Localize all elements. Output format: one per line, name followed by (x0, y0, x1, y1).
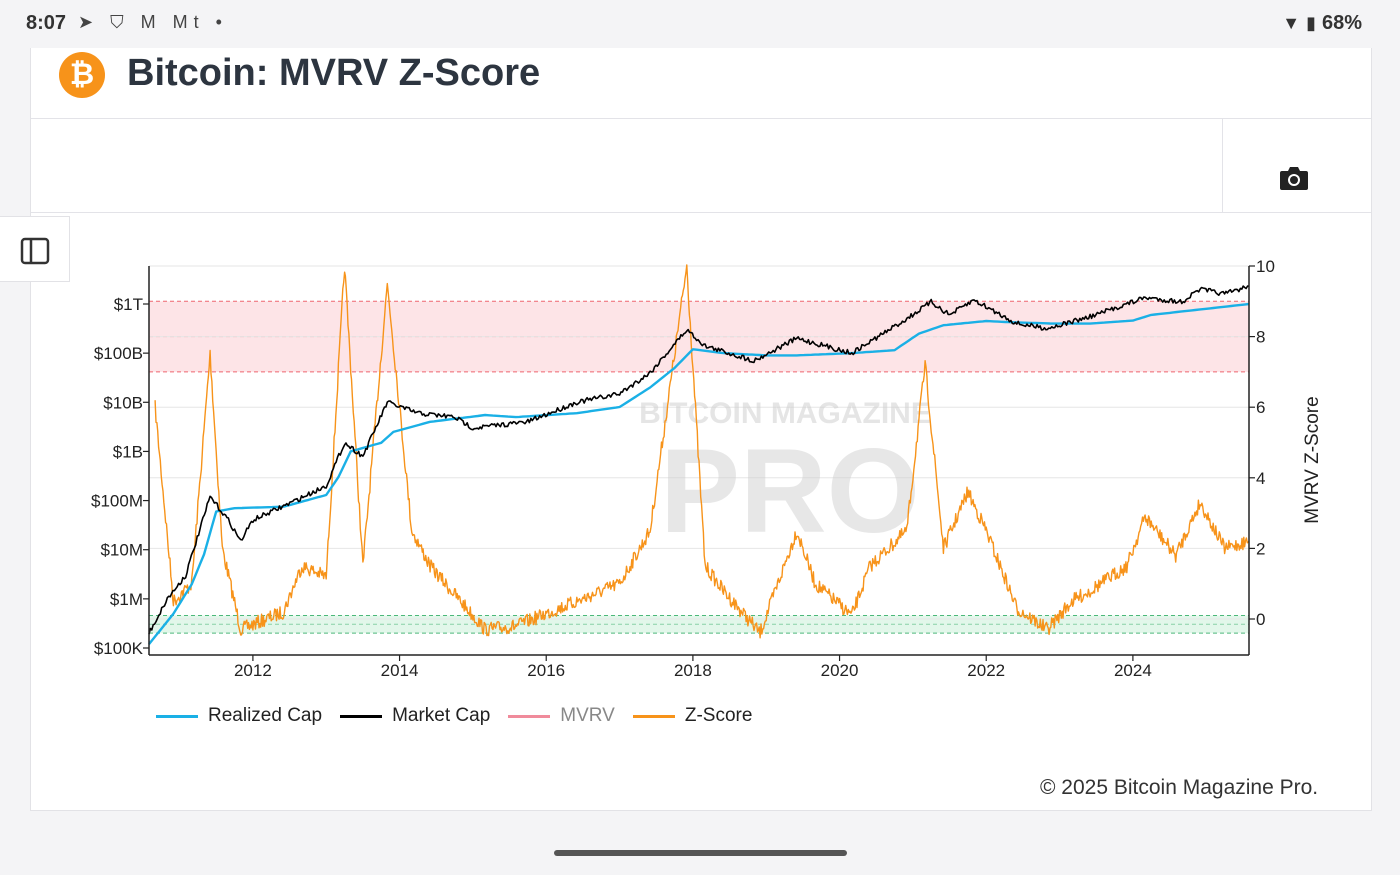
x-tick-label: 2012 (234, 661, 272, 680)
x-tick-label: 2024 (1114, 661, 1152, 680)
home-indicator[interactable] (554, 850, 847, 856)
legend-item-realized-cap[interactable]: Realized Cap (156, 705, 322, 727)
wifi-icon: ▼ (1282, 13, 1301, 33)
right-tick-label: 10 (1256, 257, 1275, 276)
left-tick-label: $1B (113, 442, 143, 461)
legend-label: Market Cap (392, 705, 491, 726)
copyright-text: © 2025 Bitcoin Magazine Pro. (1040, 776, 1319, 799)
legend-item-mvrv[interactable]: MVRV (508, 705, 615, 727)
watermark-text: BITCOIN MAGAZINE (639, 397, 931, 430)
right-tick-label: 6 (1256, 398, 1265, 417)
status-time: 8:07 (26, 12, 67, 34)
page-title: Bitcoin: MVRV Z-Score (127, 52, 541, 94)
sidebar-panel-icon (20, 237, 50, 265)
left-tick-label: $100M (91, 492, 143, 511)
toolbar-row (31, 119, 1371, 213)
legend-swatch (340, 714, 383, 718)
notification-icons: ➤ ⛉ M Mt • (78, 12, 228, 32)
x-tick-label: 2020 (821, 661, 859, 680)
series-realized-cap (148, 302, 1250, 645)
legend-swatch (156, 714, 198, 718)
legend-swatch (632, 714, 675, 718)
toolbar-divider (1222, 119, 1223, 212)
left-tick-label: $10M (100, 541, 143, 560)
left-tick-label: $1T (114, 295, 143, 314)
legend-label: MVRV (560, 705, 615, 726)
left-tick-label: $1M (110, 590, 143, 609)
legend-label: Z-Score (684, 705, 753, 726)
legend-item-z-score[interactable]: Z-Score (632, 705, 753, 727)
battery-icon: ▮ (1306, 13, 1316, 33)
watermark-pro: PRO (660, 424, 920, 558)
status-right: ▼ ▮ 68% (1282, 12, 1362, 35)
left-tick-label: $10B (103, 393, 143, 412)
chart-card: ₿ Bitcoin: MVRV Z-Score (30, 48, 1372, 811)
title-row: ₿ Bitcoin: MVRV Z-Score (31, 48, 1371, 119)
legend-swatch (508, 714, 551, 718)
sidebar-toggle-button[interactable] (0, 216, 70, 282)
legend-label: Realized Cap (208, 705, 323, 726)
chart-legend: Realized Cap Market Cap MVRV Z-Score (156, 703, 770, 729)
right-tick-label: 0 (1256, 610, 1265, 629)
x-tick-label: 2016 (527, 661, 565, 680)
series-market-cap (148, 285, 1250, 635)
x-tick-label: 2022 (967, 661, 1005, 680)
x-tick-label: 2018 (674, 661, 712, 680)
right-axis-label: MVRV Z-Score (1302, 396, 1323, 523)
left-tick-label: $100K (94, 639, 144, 658)
x-tick-label: 2014 (381, 661, 419, 680)
bitcoin-logo-icon: ₿ (59, 52, 105, 98)
camera-icon[interactable] (1279, 165, 1313, 195)
right-tick-label: 4 (1256, 469, 1265, 488)
series-z-score (154, 264, 1250, 639)
status-bar: 8:07 ➤ ⛉ M Mt • ▼ ▮ 68% (0, 0, 1400, 48)
left-tick-label: $100B (94, 344, 143, 363)
right-tick-label: 2 (1256, 539, 1265, 558)
right-tick-label: 8 (1256, 328, 1265, 347)
battery-level: 68% (1321, 12, 1362, 34)
legend-item-market-cap[interactable]: Market Cap (340, 705, 490, 727)
